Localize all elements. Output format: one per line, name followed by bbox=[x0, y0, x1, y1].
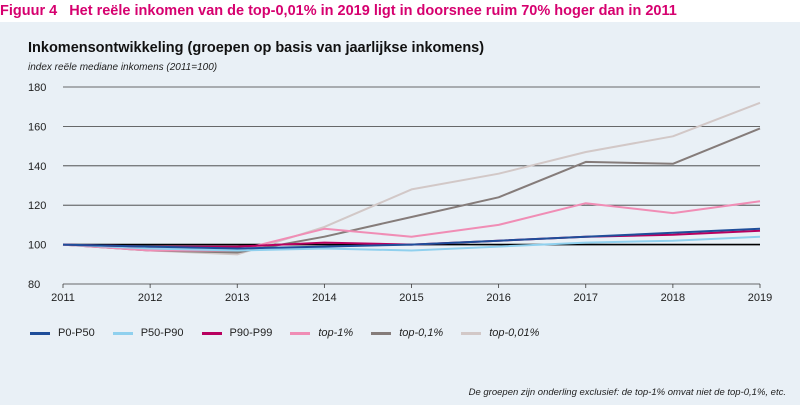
legend-item: top-0,1% bbox=[371, 327, 443, 339]
legend-item: P90-P99 bbox=[201, 327, 273, 339]
x-tick-label: 2015 bbox=[399, 292, 423, 304]
y-tick-label: 100 bbox=[28, 240, 46, 252]
series-line-P50-P90 bbox=[62, 235, 761, 252]
legend-swatch bbox=[30, 331, 50, 335]
legend-label: top-0,01% bbox=[489, 327, 540, 339]
y-tick-label: 180 bbox=[28, 82, 46, 94]
x-tick-labels: 2011 2012 2013 2014 2015 2016 2017 2018 2019 bbox=[51, 284, 772, 304]
x-tick-label: 2012 bbox=[138, 292, 162, 304]
legend-label: top-0,1% bbox=[399, 327, 444, 339]
legend-label: P90-P99 bbox=[229, 327, 273, 339]
x-tick-label: 2016 bbox=[486, 292, 510, 304]
x-tick-label: 2014 bbox=[312, 292, 336, 304]
y-tick-labels: 80 100 120 140 160 180 bbox=[28, 82, 46, 291]
figure-heading: Het reële inkomen van de top-0,01% in 20… bbox=[69, 3, 677, 19]
legend-label: P0-P50 bbox=[58, 327, 95, 339]
series-line-top-0,01% bbox=[62, 101, 761, 256]
legend-swatch bbox=[290, 331, 311, 335]
legend-item: P50-P90 bbox=[112, 327, 184, 339]
chart-title: Inkomensontwikkeling (groepen op basis v… bbox=[28, 40, 485, 56]
legend-item: top-0,01% bbox=[461, 327, 539, 339]
chart-panel bbox=[0, 22, 800, 405]
x-tick-label: 2019 bbox=[748, 292, 772, 304]
figure-title: Figuur 4 Het reële inkomen van de top-0,0… bbox=[0, 0, 800, 22]
series-line-P0-P50 bbox=[62, 227, 761, 250]
legend-swatch bbox=[201, 331, 222, 335]
y-tick-label: 140 bbox=[28, 161, 46, 173]
gridlines bbox=[63, 86, 760, 285]
legend-item: P0-P50 bbox=[30, 327, 95, 339]
legend-swatch bbox=[112, 331, 133, 335]
legend-swatch bbox=[461, 331, 482, 335]
y-tick-label: 160 bbox=[28, 121, 46, 133]
footnote: De groepen zijn onderling exclusief: de … bbox=[468, 387, 786, 398]
y-tick-label: 80 bbox=[28, 279, 40, 291]
x-tick-label: 2017 bbox=[574, 292, 598, 304]
x-tick-label: 2018 bbox=[661, 292, 685, 304]
legend-item: top-1% bbox=[290, 327, 353, 339]
x-tick-label: 2011 bbox=[51, 292, 75, 304]
y-tick-label: 120 bbox=[28, 200, 46, 212]
y-axis-label: index reële mediane inkomens (2011=100) bbox=[28, 62, 218, 73]
x-tick-label: 2013 bbox=[225, 292, 249, 304]
figure-number: Figuur 4 bbox=[0, 3, 58, 19]
legend-label: P50-P90 bbox=[140, 327, 184, 339]
legend: P0-P50 P50-P90 P90-P99 top-1% top-0,1% top-0,… bbox=[30, 327, 557, 339]
legend-swatch bbox=[371, 331, 392, 335]
series-line-top-1% bbox=[62, 200, 761, 252]
legend-label: top-1% bbox=[318, 327, 354, 339]
series-lines bbox=[62, 101, 761, 256]
